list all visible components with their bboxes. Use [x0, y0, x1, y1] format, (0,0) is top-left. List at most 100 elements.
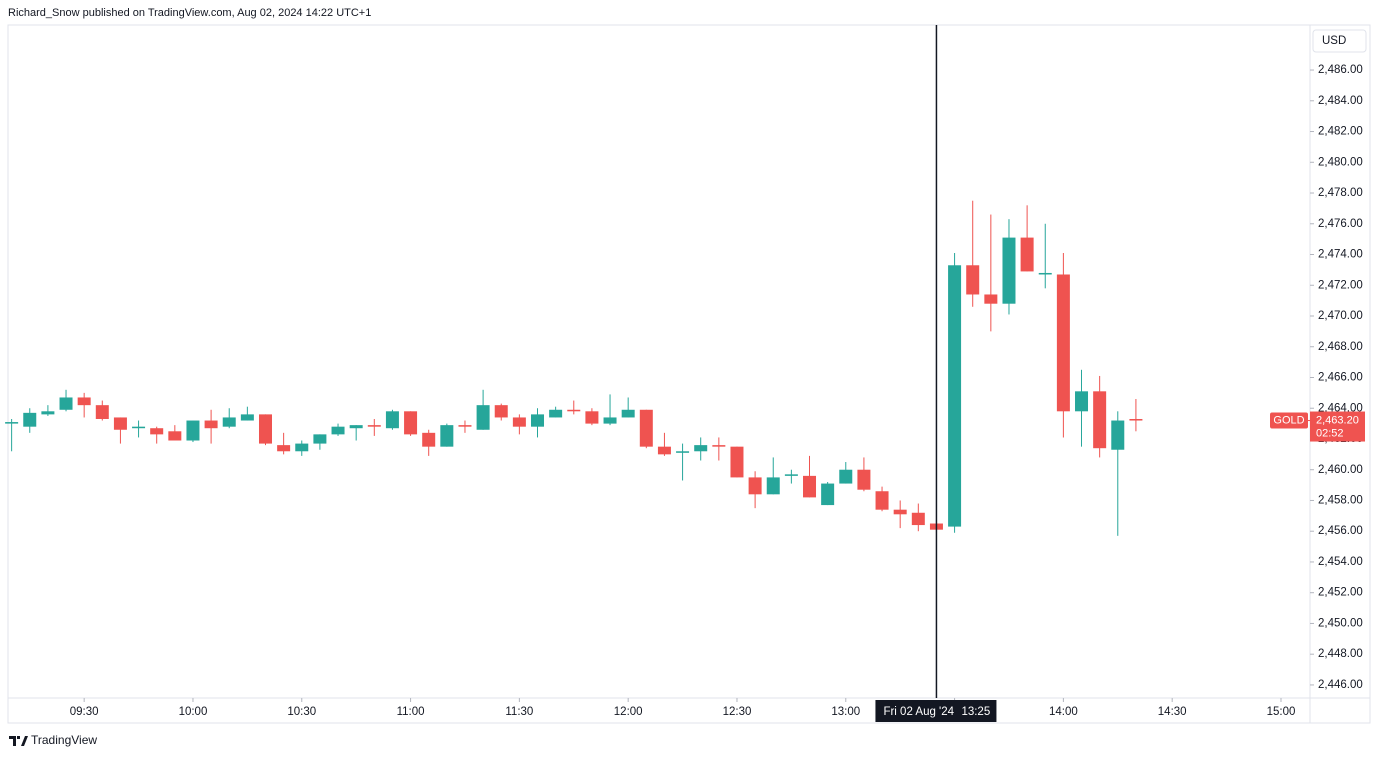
candle — [639, 409, 653, 449]
candle — [1056, 252, 1070, 438]
y-tick-label: 2,458.00 — [1318, 494, 1363, 506]
currency-box[interactable] — [1312, 29, 1367, 53]
candle — [948, 252, 962, 533]
price-label: 2,463.20 — [1316, 414, 1359, 426]
candle-body — [531, 414, 545, 427]
candle — [621, 397, 635, 418]
footer-brand: TradingView — [31, 733, 97, 747]
candle-body — [911, 512, 925, 526]
candle-body — [313, 434, 327, 444]
candle-body — [639, 409, 653, 447]
candle-body — [5, 422, 19, 424]
candle-body — [676, 451, 690, 453]
y-tick-label: 2,456.00 — [1318, 525, 1363, 537]
candle-body — [657, 446, 671, 455]
candle-body — [766, 477, 780, 495]
candle-body — [41, 411, 55, 415]
x-tick-label: 09:30 — [70, 706, 99, 718]
candle — [821, 482, 835, 506]
candle-body — [1129, 418, 1143, 421]
crosshair-time: 13:25 — [961, 706, 990, 718]
symbol-label: GOLD — [1273, 414, 1304, 426]
candle-body — [803, 475, 817, 498]
candle — [422, 429, 436, 456]
candle-body — [23, 412, 37, 427]
candle — [549, 406, 563, 418]
candle-body — [95, 405, 109, 419]
candle — [1038, 223, 1052, 289]
candle — [385, 409, 399, 430]
candle — [5, 418, 19, 452]
candle-body — [367, 425, 381, 427]
candle — [893, 500, 907, 529]
candle — [277, 432, 291, 455]
candle-body — [603, 417, 617, 424]
footer-logo: TradingView — [9, 733, 97, 747]
candle — [603, 394, 617, 426]
candle-body — [1020, 237, 1034, 272]
candle-body — [385, 411, 399, 429]
candle — [168, 425, 182, 441]
candle-body — [295, 443, 309, 452]
candle — [458, 420, 472, 433]
x-tick-label: 10:00 — [179, 706, 208, 718]
logo-icon — [9, 736, 28, 746]
header-title: Richard_Snow published on TradingView.co… — [8, 7, 371, 19]
candle — [567, 400, 581, 415]
candle — [41, 405, 55, 416]
y-tick-label: 2,484.00 — [1318, 95, 1363, 107]
candle — [766, 457, 780, 495]
candle — [730, 446, 744, 478]
y-tick-label: 2,480.00 — [1318, 156, 1363, 168]
candle — [1129, 399, 1143, 432]
candle — [911, 503, 925, 532]
candle — [204, 409, 218, 444]
x-tick-label: 10:30 — [287, 706, 316, 718]
candle-body — [1075, 391, 1089, 412]
x-tick-label: 15:00 — [1267, 706, 1296, 718]
candle — [494, 403, 508, 421]
candle-body — [730, 446, 744, 478]
candle — [1111, 411, 1125, 536]
candle-body — [1093, 391, 1107, 449]
candle-body — [966, 265, 980, 295]
candle — [313, 434, 327, 450]
candle-body — [422, 432, 436, 447]
x-tick-label: 12:00 — [614, 706, 643, 718]
candle — [1075, 369, 1089, 447]
candle-body — [748, 477, 762, 495]
candle — [258, 414, 272, 446]
candle-body — [948, 265, 962, 527]
y-tick-label: 2,466.00 — [1318, 372, 1363, 384]
y-tick-label: 2,468.00 — [1318, 341, 1363, 353]
crosshair-label-box — [875, 700, 997, 722]
candle-body — [1111, 420, 1125, 450]
candle-body — [240, 414, 254, 421]
candle-body — [984, 294, 998, 304]
candle — [77, 392, 91, 418]
candle-body — [59, 397, 73, 410]
candle-body — [404, 411, 418, 435]
y-tick-label: 2,448.00 — [1318, 648, 1363, 660]
y-tick-label: 2,478.00 — [1318, 187, 1363, 199]
candle-body — [857, 469, 871, 490]
candle-body — [712, 445, 726, 447]
candle-body — [132, 426, 146, 429]
y-tick-label: 2,476.00 — [1318, 218, 1363, 230]
candle — [748, 471, 762, 509]
candle — [186, 420, 200, 443]
candle — [676, 443, 690, 481]
candle-body — [277, 445, 291, 452]
candle — [784, 469, 798, 484]
candle-body — [440, 425, 454, 447]
x-tick-label: 14:30 — [1158, 706, 1187, 718]
candle-body — [1002, 237, 1016, 304]
candle-body — [839, 469, 853, 484]
candle-body — [476, 405, 490, 430]
candle-body — [1038, 272, 1052, 275]
candle — [440, 423, 454, 447]
candle-body — [204, 420, 218, 429]
candle-body — [494, 405, 508, 418]
x-tick-label: 12:30 — [723, 706, 752, 718]
